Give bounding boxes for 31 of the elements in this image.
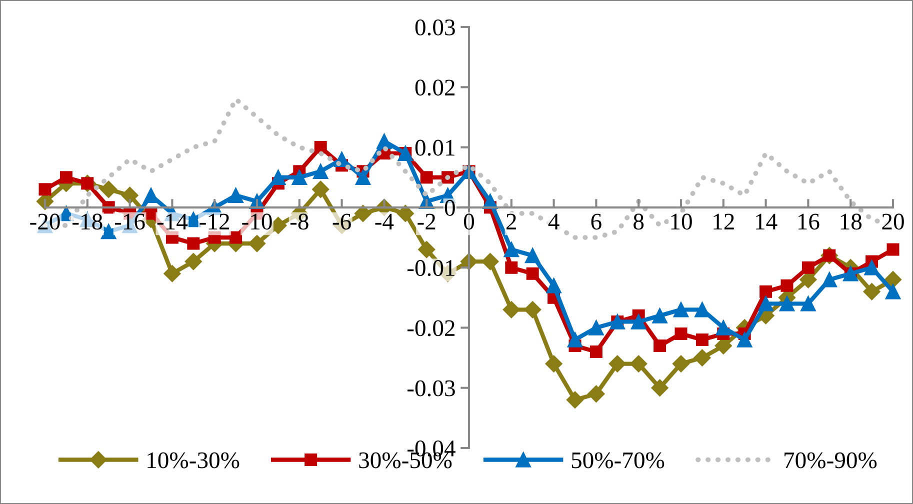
x-tick-label: -14 xyxy=(157,214,188,230)
x-tick-label: 0 xyxy=(464,214,474,230)
x-tick-label: -2 xyxy=(418,214,436,230)
x-tick-label: 12 xyxy=(714,214,734,230)
x-tick-label: -10 xyxy=(242,214,272,230)
legend-label: 10%-30% xyxy=(148,452,240,468)
x-tick-label: 8 xyxy=(634,214,644,230)
x-tick-label: 6 xyxy=(591,214,602,230)
y-tick-label: 0.03 xyxy=(415,19,455,36)
y-tick-label: -0.02 xyxy=(408,320,455,336)
x-tick-label: 18 xyxy=(840,214,862,230)
legend-label: 50%-70% xyxy=(572,452,664,468)
x-tick-label: -16 xyxy=(114,214,145,230)
x-tick-label: 14 xyxy=(756,214,778,230)
x-tick-label: -6 xyxy=(332,214,351,230)
y-tick-label: 0.02 xyxy=(415,80,455,96)
x-tick-label: 20 xyxy=(882,214,904,230)
x-tick-label: 4 xyxy=(548,214,560,230)
x-tick-label: -4 xyxy=(375,214,394,230)
legend-label: 70%-90% xyxy=(784,452,877,468)
y-tick-label: 0.01 xyxy=(415,140,454,156)
x-tick-label: -20 xyxy=(30,214,60,230)
x-tick-label: 16 xyxy=(798,214,820,230)
x-tick-label: 10 xyxy=(671,214,692,230)
x-tick-label: -12 xyxy=(200,214,230,230)
y-tick-label: -0.03 xyxy=(408,380,455,396)
x-tick-label: -18 xyxy=(72,214,102,230)
y-tick-label: -0.01 xyxy=(408,260,454,276)
x-tick-label: 2 xyxy=(506,214,516,230)
y-tick-label: 0 xyxy=(444,200,455,216)
x-tick-label: -8 xyxy=(290,214,308,230)
